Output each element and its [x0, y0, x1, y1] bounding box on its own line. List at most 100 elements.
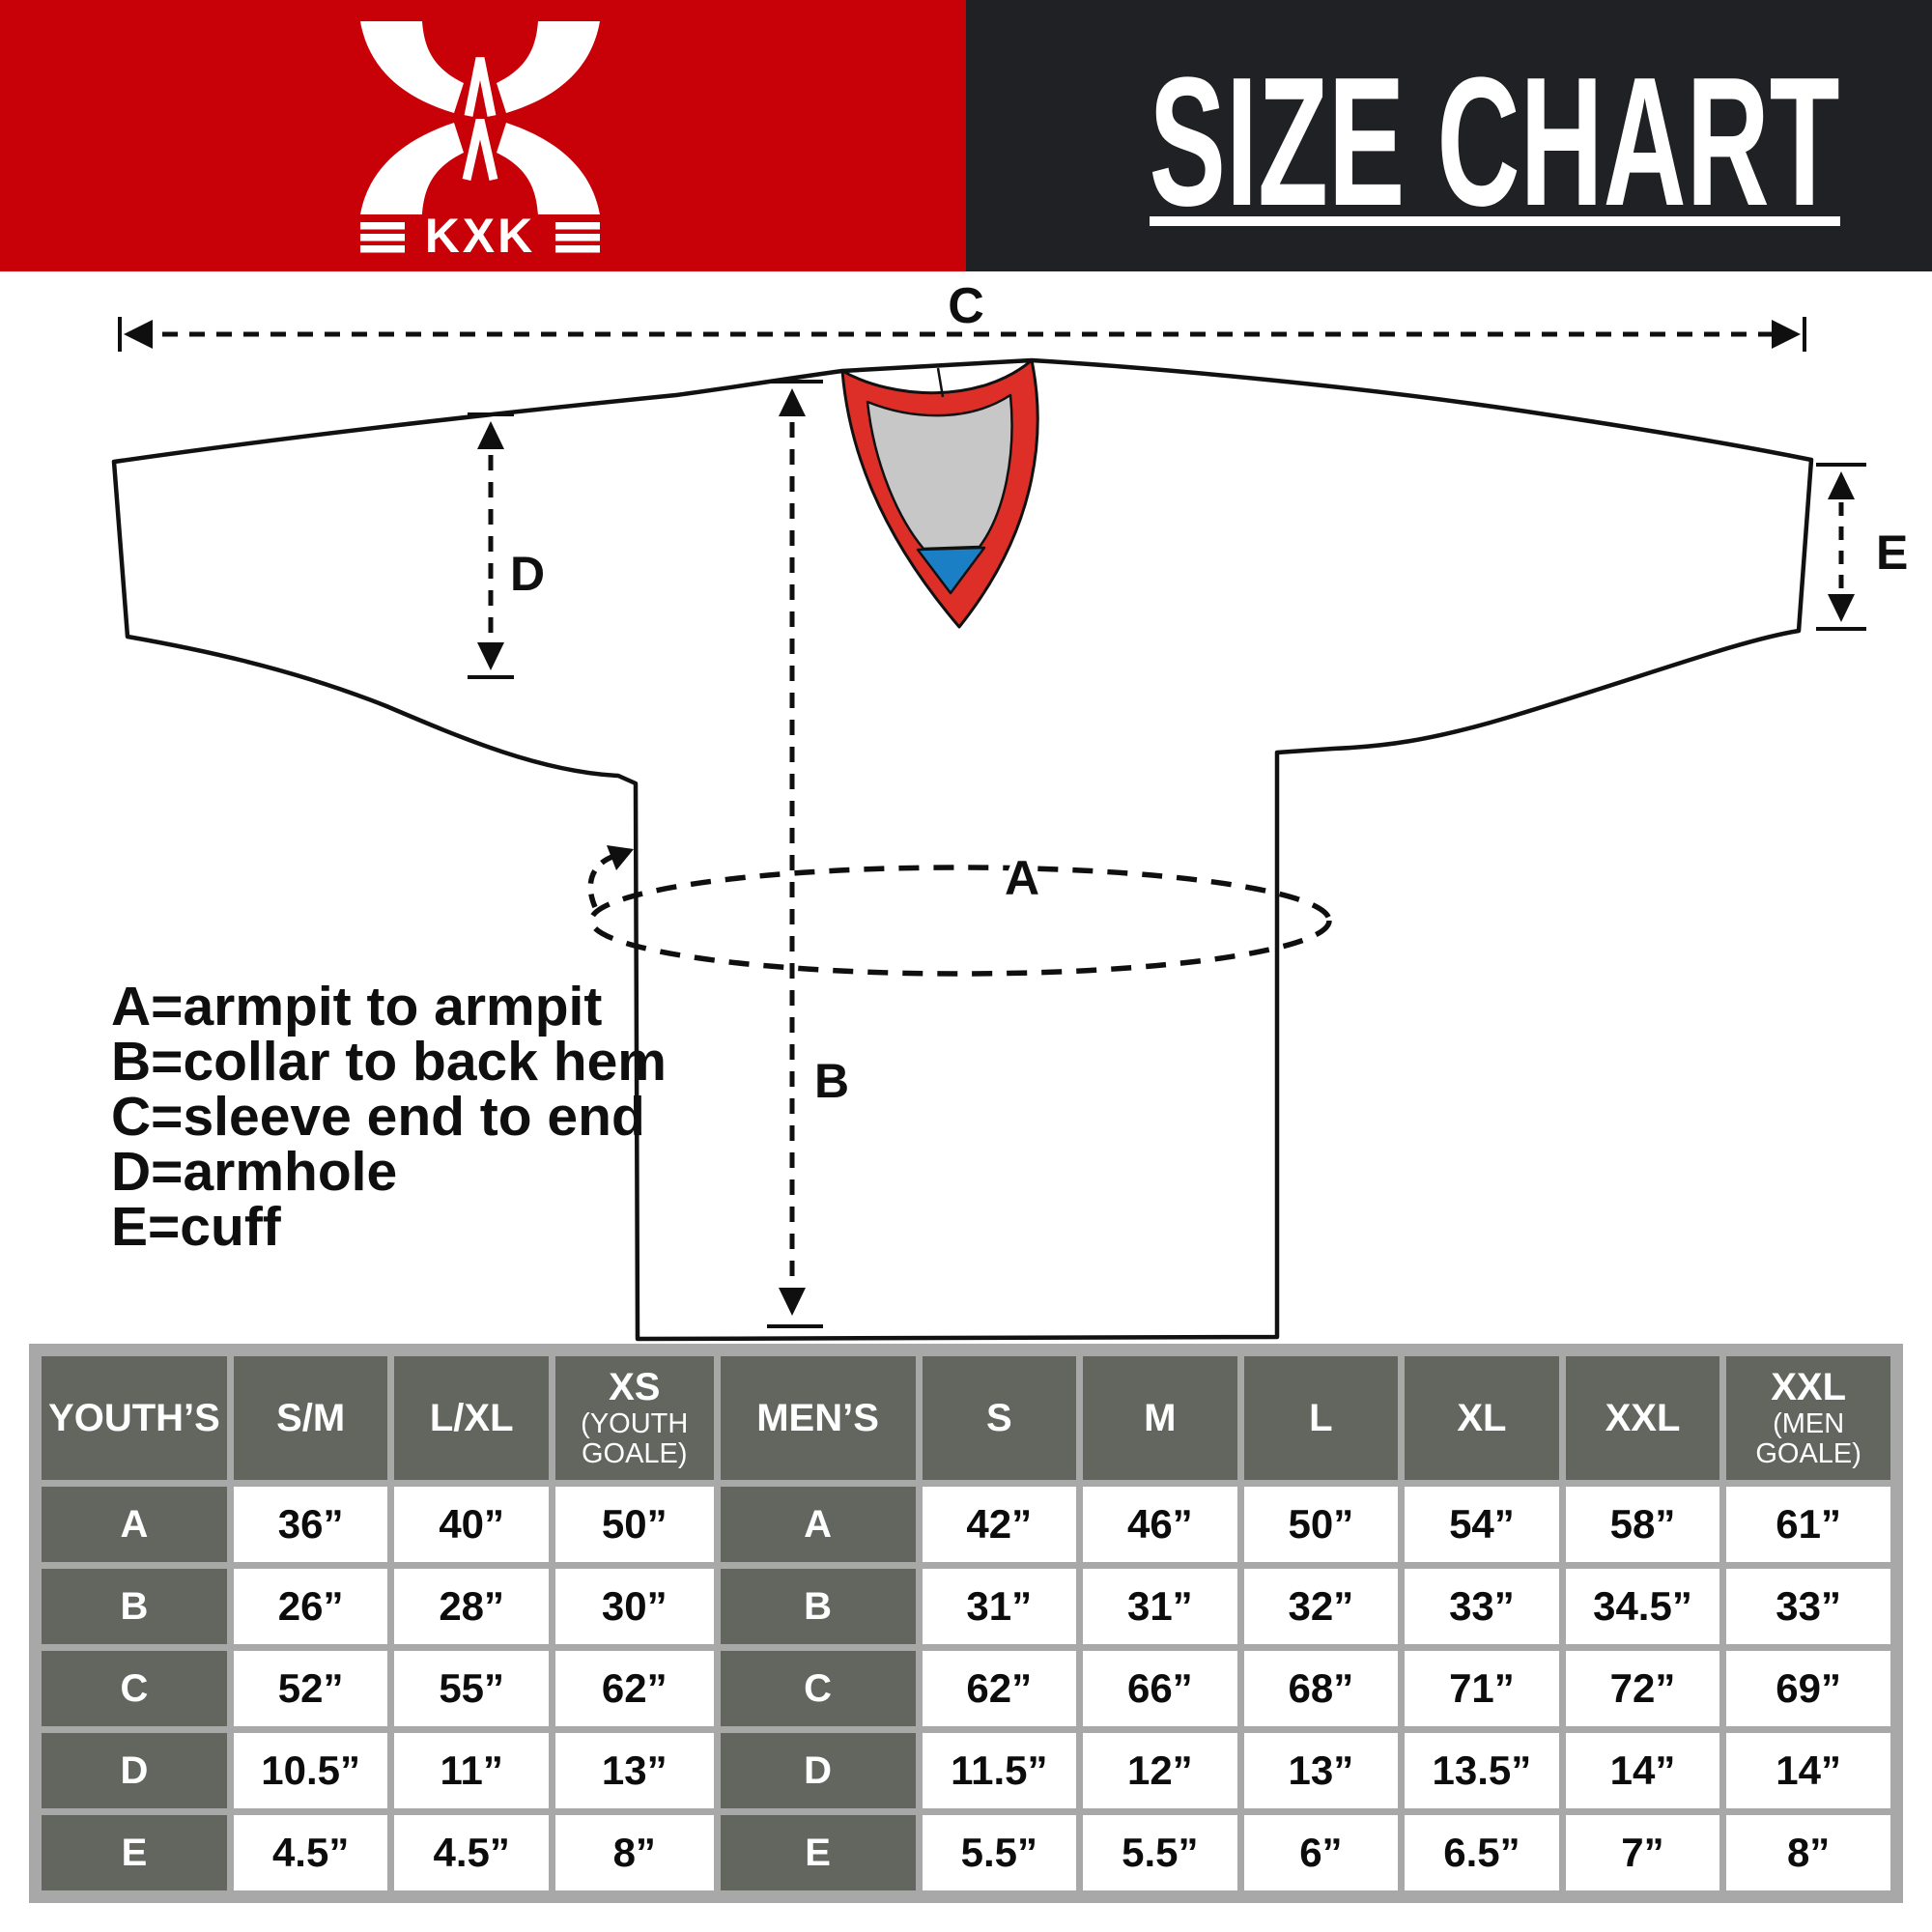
legend-line-c: C=sleeve end to end — [111, 1086, 645, 1148]
col-header-label: L — [1309, 1397, 1333, 1439]
size-value: 42” — [922, 1487, 1077, 1562]
col-header-label: M — [1144, 1397, 1177, 1439]
size-value: 11.5” — [922, 1733, 1077, 1808]
legend-line-e: E=cuff — [111, 1196, 282, 1258]
size-value: 50” — [1243, 1487, 1399, 1562]
size-value: 46” — [1083, 1487, 1237, 1562]
col-header-youths: YOUTH’S — [42, 1356, 227, 1480]
size-value: 10.5” — [233, 1733, 388, 1808]
col-header-xxl-men-goalie: XXL (MEN GOALE) — [1726, 1356, 1890, 1480]
size-value: 4.5” — [233, 1815, 388, 1890]
size-value: 58” — [1565, 1487, 1720, 1562]
col-header-sublabel: (MEN GOALE) — [1755, 1407, 1861, 1469]
size-value: 14” — [1726, 1733, 1890, 1808]
col-header-xxl: XXL — [1565, 1356, 1720, 1480]
size-value: 62” — [554, 1651, 714, 1726]
col-header-s: S — [922, 1356, 1077, 1480]
jersey-outline — [111, 357, 1814, 1342]
col-header-label: MEN’S — [756, 1397, 879, 1439]
size-value: 13.5” — [1405, 1733, 1559, 1808]
row-key: A — [720, 1487, 916, 1562]
col-header-mens: MEN’S — [720, 1356, 916, 1480]
size-value: 5.5” — [922, 1815, 1077, 1890]
measure-D — [468, 412, 514, 679]
jersey-diagram: C D B E A A=armpit to armpit B=collar to… — [111, 278, 1908, 1342]
col-header-xl: XL — [1405, 1356, 1559, 1480]
brand-wordmark: KXK — [425, 209, 536, 253]
title-underline — [1150, 216, 1840, 226]
row-key: A — [42, 1487, 227, 1562]
table-row-E: E 4.5” 4.5” 8” E 5.5” 5.5” 6” 6.5” 7” 8” — [42, 1815, 1890, 1890]
size-value: 6” — [1243, 1815, 1399, 1890]
size-value: 71” — [1405, 1651, 1559, 1726]
col-header-label: YOUTH’S — [48, 1397, 220, 1439]
collar-inner — [866, 393, 1013, 551]
size-value: 5.5” — [1083, 1815, 1237, 1890]
size-value: 4.5” — [394, 1815, 549, 1890]
col-header-m: M — [1083, 1356, 1237, 1480]
size-value: 68” — [1243, 1651, 1399, 1726]
size-value: 11” — [394, 1733, 549, 1808]
size-value: 69” — [1726, 1651, 1890, 1726]
title-svg: SIZE CHART — [1150, 40, 1840, 244]
size-value: 52” — [233, 1651, 388, 1726]
col-header-label: L/XL — [429, 1397, 514, 1439]
col-header-lxl: L/XL — [394, 1356, 549, 1480]
size-value: 55” — [394, 1651, 549, 1726]
table-row-C: C 52” 55” 62” C 62” 66” 68” 71” 72” 69” — [42, 1651, 1890, 1726]
size-value: 61” — [1726, 1487, 1890, 1562]
size-value: 33” — [1726, 1569, 1890, 1644]
label-C: C — [948, 278, 984, 334]
size-value: 13” — [554, 1733, 714, 1808]
col-header-xs-youth-goalie: XS (YOUTH GOALE) — [554, 1356, 714, 1480]
table-row-B: B 26” 28” 30” B 31” 31” 32” 33” 34.5” 33… — [42, 1569, 1890, 1644]
size-value: 31” — [1083, 1569, 1237, 1644]
size-value: 28” — [394, 1569, 549, 1644]
size-value: 54” — [1405, 1487, 1559, 1562]
size-value: 13” — [1243, 1733, 1399, 1808]
size-value: 8” — [554, 1815, 714, 1890]
size-value: 34.5” — [1565, 1569, 1720, 1644]
size-value: 31” — [922, 1569, 1077, 1644]
col-header-label: XXL — [1771, 1365, 1847, 1408]
row-key: D — [42, 1733, 227, 1808]
size-value: 62” — [922, 1651, 1077, 1726]
col-header-label: XXL — [1605, 1397, 1681, 1439]
row-key: C — [720, 1651, 916, 1726]
row-key: B — [720, 1569, 916, 1644]
header-row: YOUTH’S S/M L/XL XS (YOUTH GOALE) MEN’S S… — [42, 1356, 1890, 1480]
measure-legend: A=armpit to armpit B=collar to back hem … — [111, 976, 667, 1258]
page-header: KXK SIZE CHART — [0, 0, 1932, 271]
kxk-logo-bars — [360, 222, 600, 253]
kxk-logo-mark — [360, 21, 600, 214]
size-value: 32” — [1243, 1569, 1399, 1644]
row-key: D — [720, 1733, 916, 1808]
label-E: E — [1876, 526, 1908, 580]
label-D: D — [510, 547, 545, 601]
label-B: B — [814, 1054, 849, 1108]
size-value: 14” — [1565, 1733, 1720, 1808]
size-value: 8” — [1726, 1815, 1890, 1890]
measure-C — [118, 317, 1806, 352]
kxk-logo: KXK — [360, 21, 600, 253]
size-value: 40” — [394, 1487, 549, 1562]
collar-insert — [916, 546, 986, 595]
legend-line-a: A=armpit to armpit — [111, 976, 602, 1037]
size-value: 26” — [233, 1569, 388, 1644]
row-key: E — [42, 1815, 227, 1890]
size-value: 33” — [1405, 1569, 1559, 1644]
col-header-sm: S/M — [233, 1356, 388, 1480]
size-value: 12” — [1083, 1733, 1237, 1808]
size-value: 7” — [1565, 1815, 1720, 1890]
size-table-wrap: YOUTH’S S/M L/XL XS (YOUTH GOALE) MEN’S S… — [29, 1344, 1903, 1903]
size-table: YOUTH’S S/M L/XL XS (YOUTH GOALE) MEN’S S… — [35, 1350, 1897, 1897]
col-header-label: XL — [1457, 1397, 1507, 1439]
measure-A — [587, 845, 1332, 977]
page-title: SIZE CHART — [1150, 40, 1840, 244]
collar-seam — [936, 367, 945, 398]
table-row-D: D 10.5” 11” 13” D 11.5” 12” 13” 13.5” 14… — [42, 1733, 1890, 1808]
col-header-label: XS — [609, 1365, 661, 1408]
measure-B — [767, 380, 823, 1328]
measure-E — [1816, 463, 1866, 631]
label-A: A — [1005, 851, 1039, 905]
